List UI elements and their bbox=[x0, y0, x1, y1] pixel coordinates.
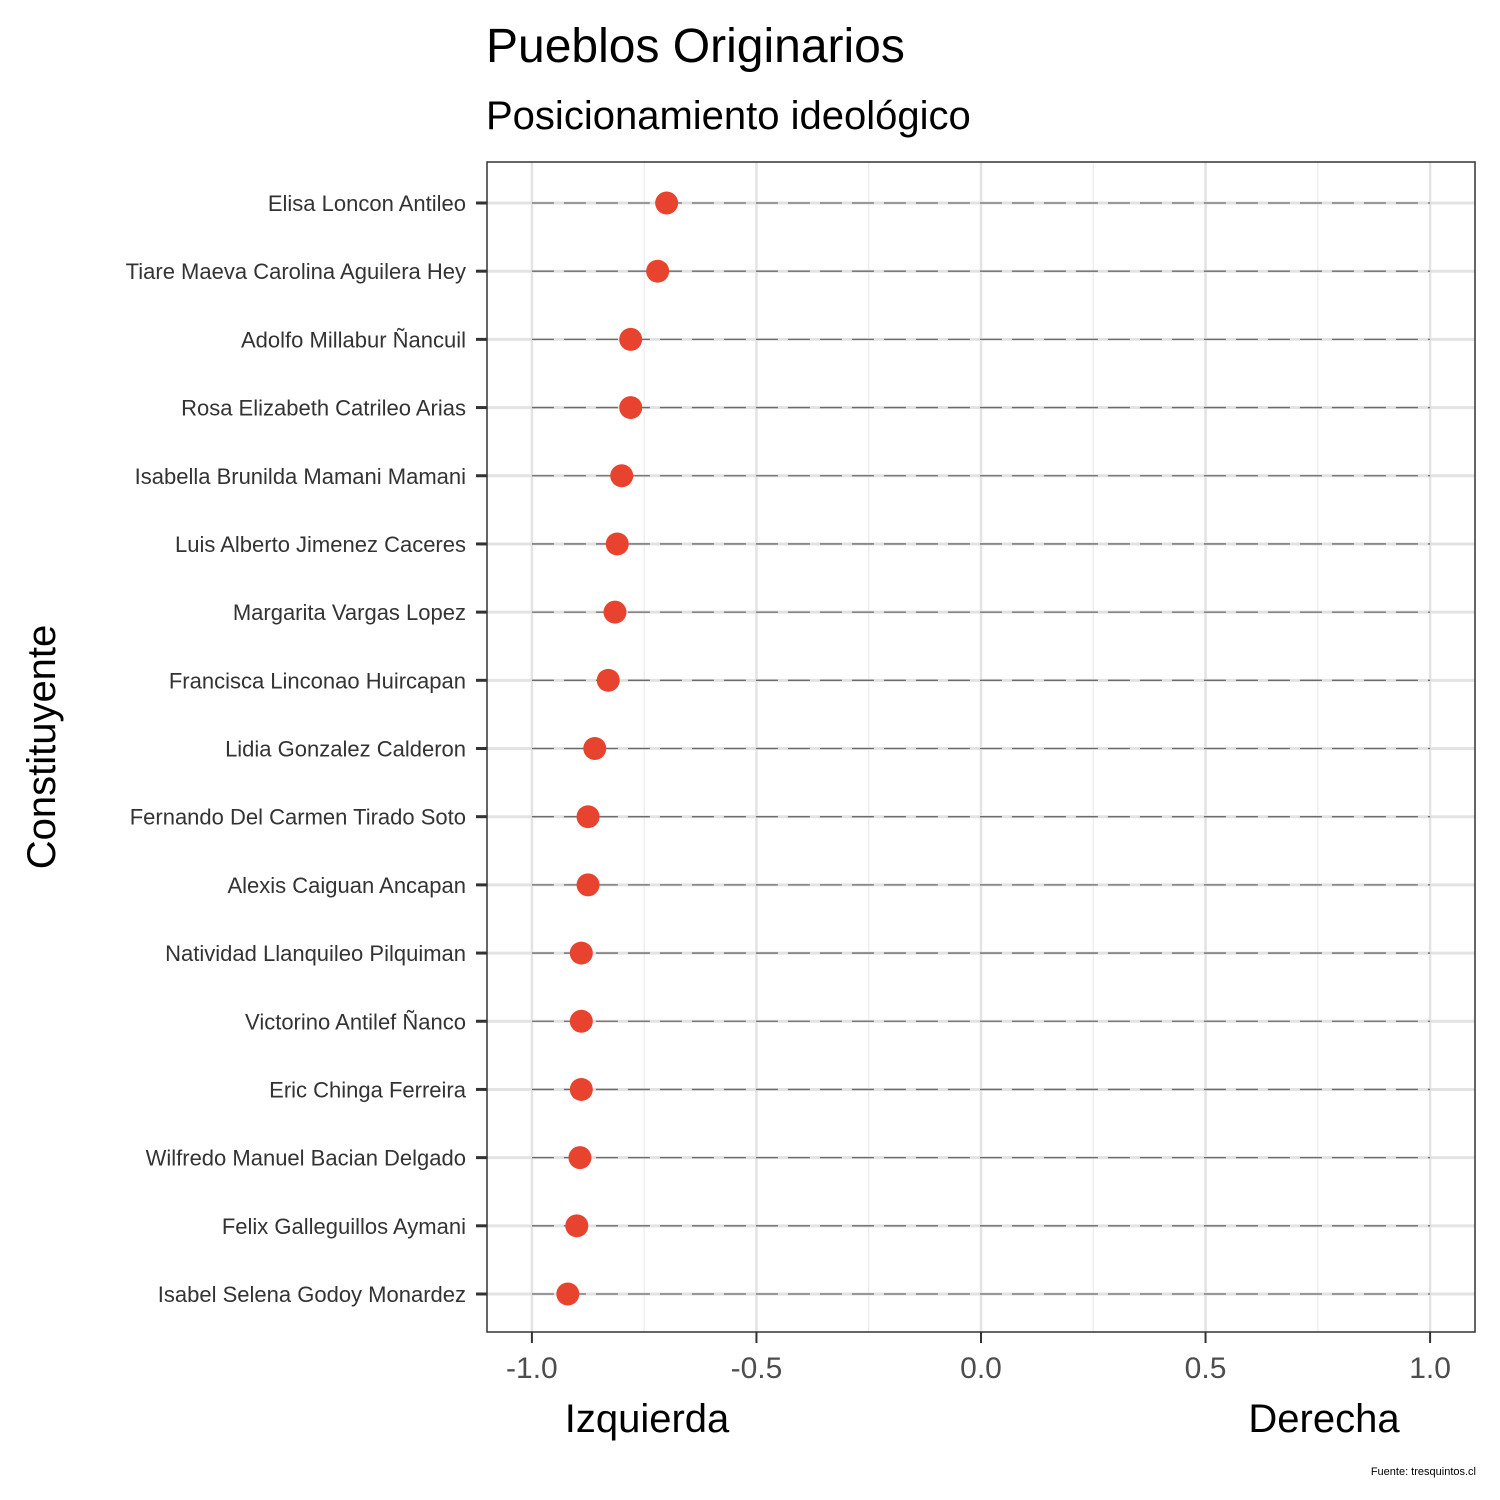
data-point bbox=[605, 532, 629, 556]
y-tick-label: Tiare Maeva Carolina Aguilera Hey bbox=[126, 259, 466, 284]
x-tick-label: -1.0 bbox=[506, 1352, 558, 1385]
y-tick-label: Natividad Llanquileo Pilquiman bbox=[165, 941, 466, 966]
data-point bbox=[569, 1009, 593, 1033]
source-caption: Fuente: tresquintos.cl bbox=[1371, 1466, 1476, 1478]
data-point bbox=[569, 1077, 593, 1101]
y-tick-label: Wilfredo Manuel Bacian Delgado bbox=[146, 1146, 466, 1171]
data-point bbox=[583, 737, 607, 760]
data-point bbox=[619, 396, 643, 420]
data-point bbox=[556, 1282, 580, 1306]
data-point bbox=[655, 191, 679, 215]
data-point bbox=[610, 464, 634, 488]
y-tick-label: Isabel Selena Godoy Monardez bbox=[158, 1282, 466, 1307]
data-point bbox=[576, 805, 600, 829]
data-point bbox=[569, 941, 593, 965]
data-point bbox=[603, 600, 627, 624]
x-tick-label: 0.5 bbox=[1185, 1352, 1227, 1385]
y-axis-ticks: Elisa Loncon Antileo Tiare Maeva Carolina… bbox=[126, 191, 487, 1307]
chart-subtitle: Posicionamiento ideológico bbox=[486, 94, 971, 138]
y-tick-label: Isabella Brunilda Mamani Mamani bbox=[135, 464, 466, 489]
y-tick-label: Rosa Elizabeth Catrileo Arias bbox=[181, 396, 466, 421]
data-point bbox=[596, 668, 620, 692]
y-tick-label: Luis Alberto Jimenez Caceres bbox=[175, 532, 466, 557]
y-tick-label: Francisca Linconao Huircapan bbox=[169, 668, 466, 693]
data-points bbox=[556, 191, 679, 1306]
x-tick-label: -0.5 bbox=[731, 1352, 783, 1385]
data-point bbox=[565, 1214, 589, 1238]
data-point bbox=[646, 259, 670, 283]
y-tick-label: Eric Chinga Ferreira bbox=[269, 1077, 467, 1102]
y-tick-label: Elisa Loncon Antileo bbox=[268, 191, 466, 216]
y-axis-label: Constituyente bbox=[20, 625, 64, 870]
y-tick-label: Margarita Vargas Lopez bbox=[233, 600, 466, 625]
x-axis-right-label: Derecha bbox=[1248, 1397, 1400, 1441]
data-point bbox=[619, 327, 643, 351]
y-tick-label: Lidia Gonzalez Calderon bbox=[225, 737, 466, 762]
y-tick-label: Victorino Antilef Ñanco bbox=[245, 1009, 466, 1034]
y-tick-label: Fernando Del Carmen Tirado Soto bbox=[130, 805, 466, 830]
y-tick-label: Adolfo Millabur Ñancuil bbox=[241, 327, 466, 352]
y-tick-label: Felix Galleguillos Aymani bbox=[222, 1214, 466, 1239]
x-axis-left-label: Izquierda bbox=[565, 1397, 730, 1441]
x-axis-ticks: -1.0 -0.5 0.0 0.5 1.0 bbox=[506, 1332, 1451, 1385]
x-tick-label: 0.0 bbox=[960, 1352, 1002, 1385]
chart-title: Pueblos Originarios bbox=[486, 20, 905, 73]
x-tick-label: 1.0 bbox=[1409, 1352, 1451, 1385]
data-point bbox=[576, 873, 600, 897]
y-tick-label: Alexis Caiguan Ancapan bbox=[228, 873, 467, 898]
data-point bbox=[568, 1146, 592, 1170]
